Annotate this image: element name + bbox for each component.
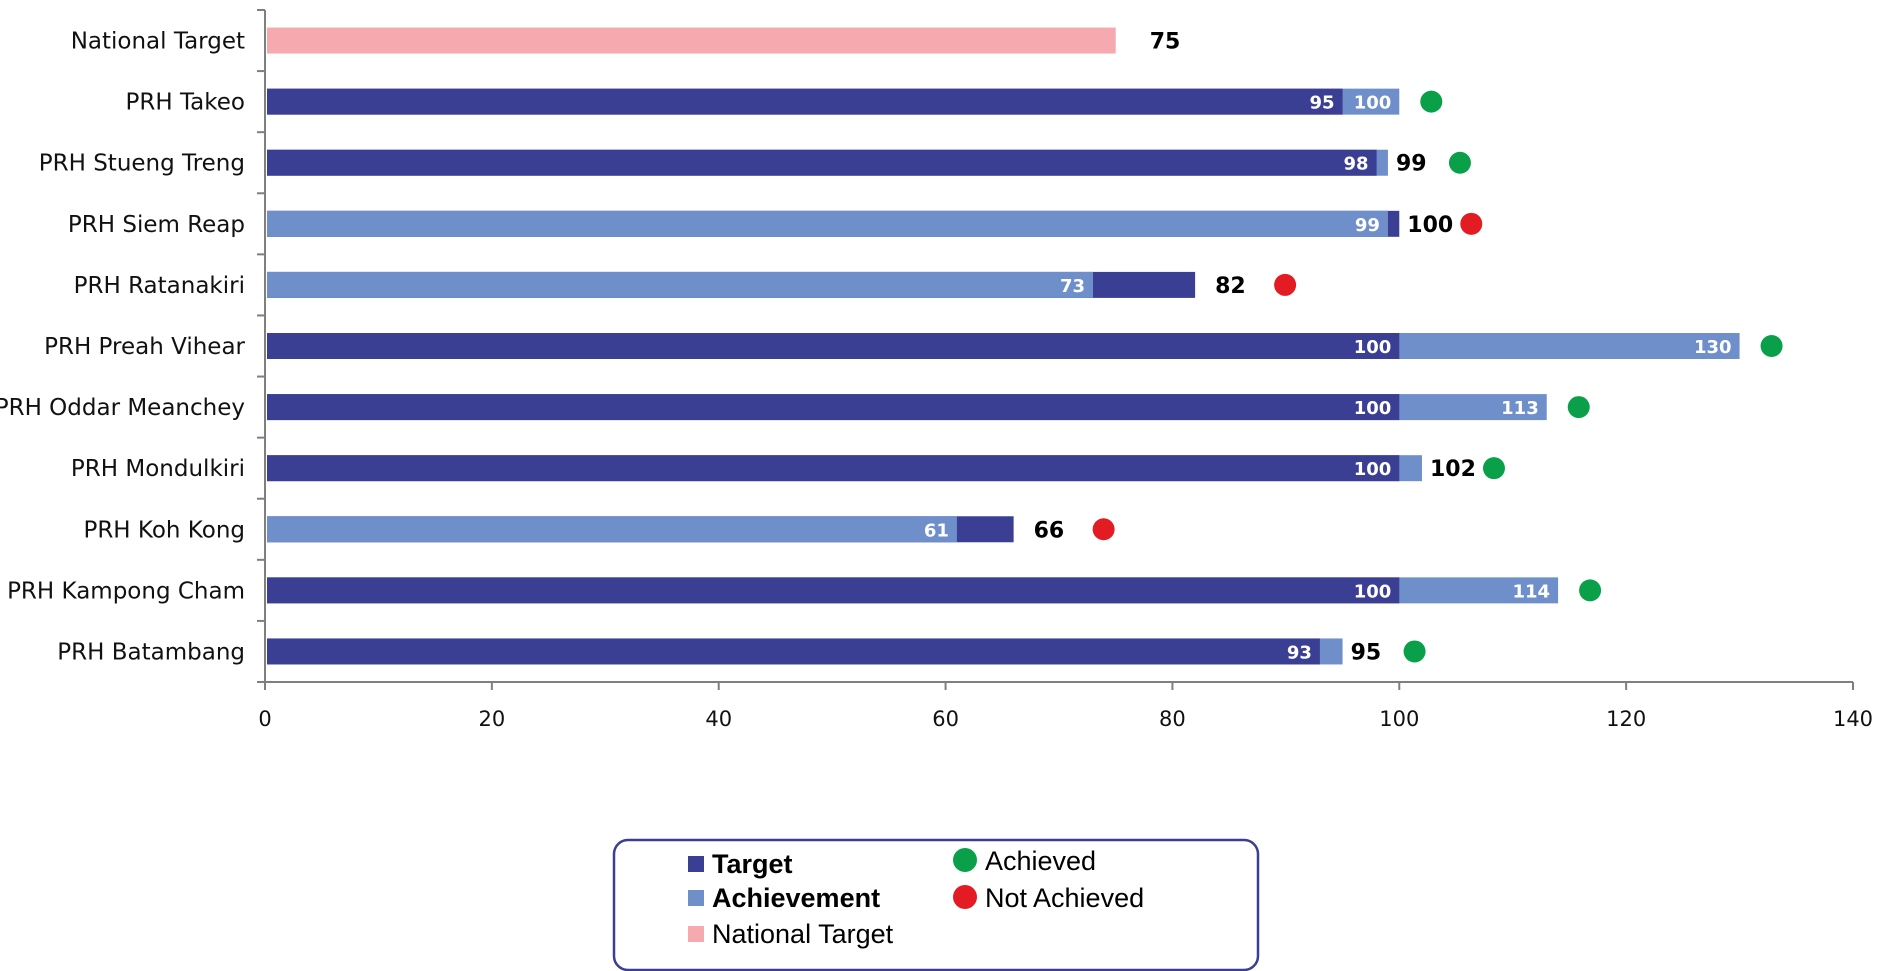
legend-marker-achieved <box>953 848 977 872</box>
category-label-prh-kampong-cham: PRH Kampong Cham <box>7 578 245 604</box>
value-label-achievement-prh-kampong-cham: 114 <box>1513 581 1551 602</box>
bar-target-prh-stueng-treng <box>267 149 1377 176</box>
x-tick-label-20: 20 <box>478 707 505 731</box>
bars-layer <box>267 27 1740 665</box>
value-label-target-prh-mondulkiri: 100 <box>1354 459 1392 480</box>
status-marker-achieved-prh-mondulkiri <box>1482 457 1505 480</box>
status-marker-achieved-prh-batambang <box>1403 640 1426 663</box>
x-tick-label-100: 100 <box>1379 707 1419 731</box>
legend-swatch-national-target <box>688 926 704 942</box>
value-label-achievement-prh-preah-vihear: 130 <box>1694 337 1732 358</box>
axes-layer: National Target PRH Takeo PRH Stueng Treng… <box>0 9 1873 731</box>
bar-target-prh-takeo <box>267 88 1343 115</box>
status-marker-achieved-prh-oddar-meanchey <box>1567 396 1590 419</box>
legend-label-not-achieved: Not Achieved <box>985 883 1144 913</box>
status-marker-not-achieved-prh-ratanakiri <box>1274 273 1297 296</box>
category-label-prh-ratanakiri: PRH Ratanakiri <box>74 273 245 299</box>
status-marker-achieved-prh-takeo <box>1420 90 1443 113</box>
legend-label-achieved: Achieved <box>985 846 1096 876</box>
value-label-target-prh-stueng-treng: 98 <box>1344 154 1369 175</box>
category-label-prh-stueng-treng: PRH Stueng Treng <box>39 151 245 177</box>
value-label-achievement-prh-takeo: 100 <box>1354 93 1392 114</box>
legend-swatch-achievement <box>688 890 704 906</box>
bar-achievement-prh-ratanakiri <box>267 271 1094 298</box>
legend-swatch-target <box>688 856 704 872</box>
category-label-prh-mondulkiri: PRH Mondulkiri <box>71 456 245 482</box>
legend-box <box>612 838 1260 971</box>
x-tick-label-0: 0 <box>258 707 271 731</box>
value-label-achievement-prh-siem-reap: 99 <box>1355 215 1380 236</box>
bar-national-target <box>267 27 1116 54</box>
legend-marker-not-achieved <box>953 885 977 909</box>
legend-label-achievement: Achievement <box>712 883 880 913</box>
status-marker-not-achieved-prh-siem-reap <box>1460 212 1483 235</box>
bar-target-prh-kampong-cham <box>267 577 1400 604</box>
x-tick-label-40: 40 <box>705 707 732 731</box>
bar-target-prh-batambang <box>267 638 1320 665</box>
category-label-prh-batambang: PRH Batambang <box>57 639 245 665</box>
value-label-target-prh-kampong-cham: 100 <box>1354 581 1392 602</box>
status-marker-not-achieved-prh-koh-kong <box>1092 518 1115 541</box>
x-tick-label-80: 80 <box>1159 707 1186 731</box>
x-tick-label-140: 140 <box>1833 707 1873 731</box>
bar-target-prh-mondulkiri <box>267 455 1400 482</box>
x-tick-label-60: 60 <box>932 707 959 731</box>
value-label-target-prh-ratanakiri: 82 <box>1215 274 1246 299</box>
category-label-prh-koh-kong: PRH Koh Kong <box>83 517 245 543</box>
value-label-achievement-prh-ratanakiri: 73 <box>1060 276 1085 297</box>
category-label-prh-takeo: PRH Takeo <box>125 90 245 116</box>
status-marker-achieved-prh-stueng-treng <box>1448 151 1471 174</box>
bar-target-prh-preah-vihear <box>267 333 1400 359</box>
legend-label-national-target: National Target <box>712 919 894 949</box>
value-label-achievement-prh-oddar-meanchey: 113 <box>1501 398 1539 419</box>
value-label-target-prh-preah-vihear: 100 <box>1354 337 1392 358</box>
value-label-target-prh-oddar-meanchey: 100 <box>1354 398 1392 419</box>
value-label-target-prh-koh-kong: 66 <box>1034 518 1065 543</box>
value-label-achievement-prh-batambang: 95 <box>1351 640 1382 665</box>
value-label-target-prh-batambang: 93 <box>1287 642 1312 663</box>
bar-target-prh-oddar-meanchey <box>267 394 1400 421</box>
legend: Target Achievement National Target Achieved… <box>612 838 1260 971</box>
legend-label-target: Target <box>712 849 793 879</box>
status-marker-achieved-prh-preah-vihear <box>1760 335 1783 357</box>
bar-achievement-prh-koh-kong <box>267 516 957 543</box>
x-tick-label-120: 120 <box>1606 707 1646 731</box>
category-label-prh-oddar-meanchey: PRH Oddar Meanchey <box>0 395 245 421</box>
status-marker-achieved-prh-kampong-cham <box>1579 579 1602 602</box>
category-label-national-target: National Target <box>71 29 245 55</box>
value-label-achievement-prh-koh-kong: 61 <box>924 520 949 541</box>
value-label-achievement-prh-stueng-treng: 99 <box>1396 152 1427 177</box>
labels-layer: 75 95 100 98 99 99 100 73 82 100 130 100 113 100 102 61… <box>924 30 1783 665</box>
value-label-achievement-prh-mondulkiri: 102 <box>1430 457 1476 482</box>
category-label-prh-siem-reap: PRH Siem Reap <box>68 212 245 238</box>
bar-achievement-prh-siem-reap <box>267 210 1388 237</box>
value-label-target-prh-siem-reap: 100 <box>1407 213 1453 238</box>
category-label-prh-preah-vihear: PRH Preah Vihear <box>44 334 245 360</box>
value-label-national-target: 75 <box>1150 30 1181 55</box>
value-label-target-prh-takeo: 95 <box>1310 93 1335 114</box>
